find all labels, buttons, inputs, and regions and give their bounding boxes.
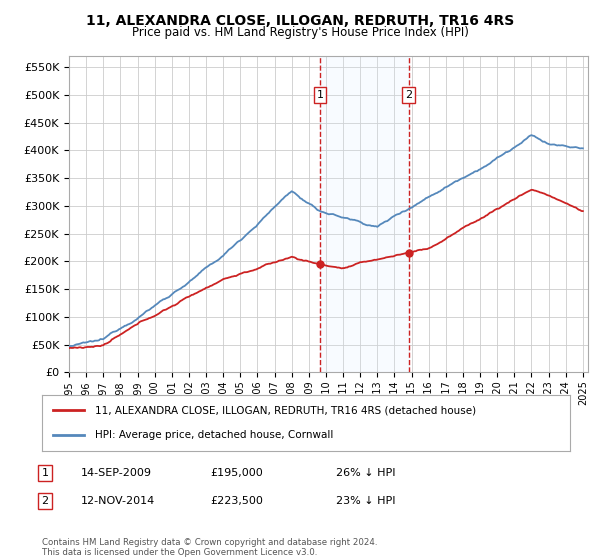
Text: 26% ↓ HPI: 26% ↓ HPI — [336, 468, 395, 478]
Text: Price paid vs. HM Land Registry's House Price Index (HPI): Price paid vs. HM Land Registry's House … — [131, 26, 469, 39]
Text: 12-NOV-2014: 12-NOV-2014 — [81, 496, 155, 506]
Text: 2: 2 — [405, 90, 412, 100]
Text: 14-SEP-2009: 14-SEP-2009 — [81, 468, 152, 478]
Text: 1: 1 — [41, 468, 49, 478]
Text: 11, ALEXANDRA CLOSE, ILLOGAN, REDRUTH, TR16 4RS: 11, ALEXANDRA CLOSE, ILLOGAN, REDRUTH, T… — [86, 14, 514, 28]
Text: HPI: Average price, detached house, Cornwall: HPI: Average price, detached house, Corn… — [95, 430, 333, 440]
Text: £223,500: £223,500 — [210, 496, 263, 506]
Text: 23% ↓ HPI: 23% ↓ HPI — [336, 496, 395, 506]
Bar — [320, 56, 409, 372]
Text: 2: 2 — [41, 496, 49, 506]
Text: £195,000: £195,000 — [210, 468, 263, 478]
Text: 1: 1 — [317, 90, 324, 100]
Text: 11, ALEXANDRA CLOSE, ILLOGAN, REDRUTH, TR16 4RS (detached house): 11, ALEXANDRA CLOSE, ILLOGAN, REDRUTH, T… — [95, 405, 476, 416]
Text: Contains HM Land Registry data © Crown copyright and database right 2024.
This d: Contains HM Land Registry data © Crown c… — [42, 538, 377, 557]
